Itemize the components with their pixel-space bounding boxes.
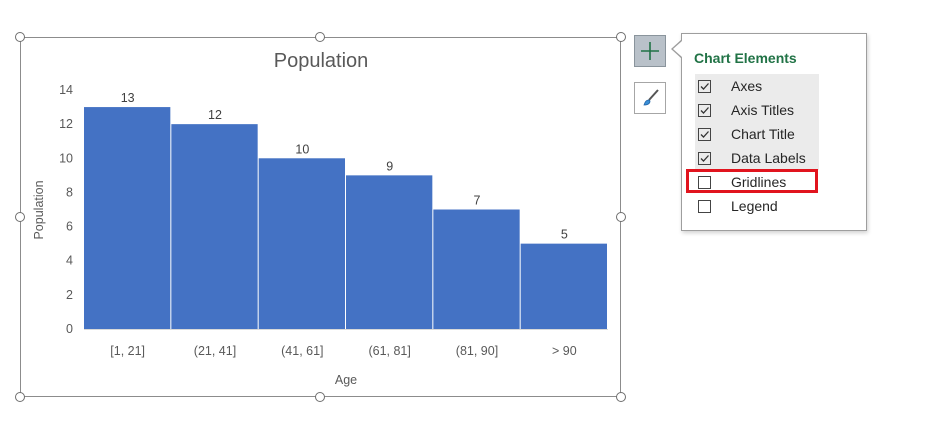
plus-icon: [641, 42, 659, 60]
data-label: 9: [386, 159, 393, 173]
histogram-bar: [171, 124, 258, 330]
chart-elements-panel: Chart Elements Axes Axis Titles Chart Titl…: [681, 33, 867, 231]
chart-element-axis-titles[interactable]: Axis Titles: [695, 98, 819, 122]
chart-elements-button[interactable]: [634, 35, 666, 67]
chart-element-gridlines[interactable]: Gridlines: [695, 170, 819, 194]
gridlines-highlight-box: [686, 169, 818, 193]
chart-element-axes[interactable]: Axes: [695, 74, 819, 98]
checkmark-icon: [700, 82, 709, 90]
y-tick-label: 12: [59, 117, 73, 131]
histogram-bar: [433, 209, 520, 329]
histogram-bar: [346, 175, 433, 329]
chart-area[interactable]: Population 0 2 4 6 8 10 12 14 13 [1, 21] 12 (21, 41]…: [20, 37, 621, 397]
x-tick-label: [1, 21]: [110, 344, 145, 358]
flyout-pointer-fill: [673, 41, 682, 57]
chart-element-label: Data Labels: [731, 150, 806, 166]
chart-element-label: Gridlines: [731, 174, 787, 190]
chart-element-label: Axes: [731, 78, 763, 94]
histogram-chart: Population 0 2 4 6 8 10 12 14 13 [1, 21] 12 (21, 41]…: [32, 50, 608, 387]
legend-checkbox[interactable]: [698, 199, 711, 213]
data-label: 12: [208, 108, 222, 122]
chart-element-chart-title[interactable]: Chart Title: [695, 122, 819, 146]
resize-handle-bottom-right[interactable]: [616, 392, 626, 402]
resize-handle-top-right[interactable]: [616, 32, 626, 42]
data-label: 13: [121, 91, 135, 105]
data-labels-checkbox[interactable]: [698, 151, 711, 165]
checkmark-icon: [700, 106, 709, 114]
y-tick-label: 6: [66, 220, 73, 234]
chart-styles-button[interactable]: [634, 82, 666, 114]
chart-element-data-labels[interactable]: Data Labels: [695, 146, 819, 170]
chart-element-legend[interactable]: Legend: [695, 194, 819, 218]
y-tick-label: 2: [66, 288, 73, 302]
x-tick-label: (61, 81]: [368, 344, 410, 358]
histogram-bar: [258, 158, 345, 329]
y-tick-label: 14: [59, 83, 73, 97]
y-tick-label: 4: [66, 254, 73, 268]
x-axis-title: Age: [335, 373, 357, 387]
histogram-bar: [84, 107, 171, 329]
y-tick-label: 8: [66, 185, 73, 199]
resize-handle-bottom-center[interactable]: [315, 392, 325, 402]
checkmark-icon: [700, 154, 709, 162]
y-tick-label: 10: [59, 151, 73, 165]
chart-element-label: Legend: [731, 198, 778, 214]
resize-handle-bottom-left[interactable]: [15, 392, 25, 402]
x-tick-label: (81, 90]: [456, 344, 498, 358]
x-tick-label: (21, 41]: [194, 344, 236, 358]
data-label: 7: [474, 194, 481, 208]
paintbrush-icon: [643, 89, 659, 106]
x-tick-label: (41, 61]: [281, 344, 323, 358]
chart-title-checkbox[interactable]: [698, 127, 711, 141]
chart-element-label: Axis Titles: [731, 102, 795, 118]
checkmark-icon: [700, 130, 709, 138]
resize-handle-middle-left[interactable]: [15, 212, 25, 222]
axes-checkbox[interactable]: [698, 79, 711, 93]
histogram-bar: [520, 243, 607, 329]
chart-title: Population: [274, 50, 369, 72]
gridlines-checkbox[interactable]: [698, 175, 711, 189]
axis-titles-checkbox[interactable]: [698, 103, 711, 117]
y-axis-title: Population: [32, 180, 46, 239]
chart-element-label: Chart Title: [731, 126, 795, 142]
resize-handle-top-center[interactable]: [315, 32, 325, 42]
data-label: 5: [561, 228, 568, 242]
resize-handle-top-left[interactable]: [15, 32, 25, 42]
data-label: 10: [295, 142, 309, 156]
panel-title: Chart Elements: [694, 50, 797, 66]
resize-handle-middle-right[interactable]: [616, 212, 626, 222]
y-tick-label: 0: [66, 322, 73, 336]
x-tick-label: > 90: [552, 344, 577, 358]
